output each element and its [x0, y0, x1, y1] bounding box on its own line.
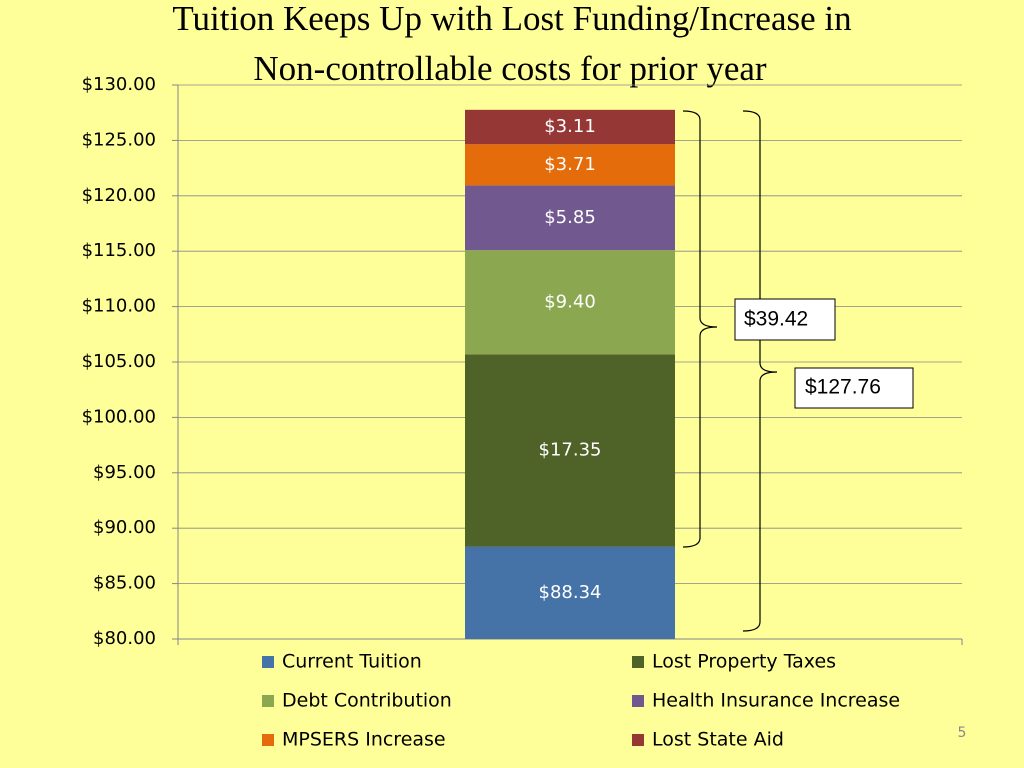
y-tick-label: $125.00	[82, 129, 156, 150]
y-tick-label: $115.00	[82, 240, 156, 261]
legend-label: Debt Contribution	[282, 690, 452, 712]
bar-segment	[465, 185, 675, 251]
legend-swatch	[262, 734, 274, 746]
slide-number: 5	[958, 725, 967, 741]
legend-label: Health Insurance Increase	[652, 690, 900, 712]
bar-segment	[465, 354, 675, 547]
annotation: $127.76	[805, 376, 881, 399]
data-label: $3.11	[544, 116, 596, 137]
legend-swatch	[632, 656, 644, 668]
bracket	[682, 110, 718, 548]
annotation-box	[794, 367, 914, 409]
y-tick-label: $95.00	[93, 462, 156, 483]
legend-swatch	[632, 695, 644, 707]
y-tick-label: $90.00	[93, 517, 156, 538]
legend-label: Current Tuition	[282, 651, 422, 673]
y-tick-label: $105.00	[82, 351, 156, 372]
bar-segment	[465, 144, 675, 186]
annotation: $39.42	[744, 308, 808, 331]
y-tick-label: $110.00	[82, 296, 156, 317]
legend-label: MPSERS Increase	[282, 729, 446, 751]
data-label: $88.34	[539, 582, 602, 603]
bar-segment	[465, 109, 675, 145]
data-label: $17.35	[539, 439, 602, 460]
chart-title: Tuition Keeps Up with Lost Funding/Incre…	[172, 0, 851, 38]
annotation-box	[734, 298, 836, 341]
legend-label: Lost Property Taxes	[652, 651, 836, 673]
y-tick-label: $80.00	[93, 628, 156, 649]
legend-swatch	[632, 734, 644, 746]
y-tick-label: $100.00	[82, 406, 156, 427]
data-label: $3.71	[544, 154, 596, 175]
bracket	[742, 110, 778, 632]
data-label: $9.40	[544, 291, 596, 312]
bar-segment	[465, 250, 675, 355]
data-label: $5.85	[544, 207, 596, 228]
bars: $88.34 $17.35 $9.40 $5.85 $3.71 $3.11	[465, 109, 675, 639]
bar-segment	[465, 546, 675, 639]
y-tick-label: $130.00	[82, 74, 156, 95]
y-tick-label: $85.00	[93, 573, 156, 594]
y-tick-label: $120.00	[82, 185, 156, 206]
legend-label: Lost State Aid	[652, 729, 784, 751]
legend-swatch	[262, 656, 274, 668]
legend-swatch	[262, 695, 274, 707]
chart-subtitle: Non-controllable costs for prior year	[253, 49, 767, 88]
